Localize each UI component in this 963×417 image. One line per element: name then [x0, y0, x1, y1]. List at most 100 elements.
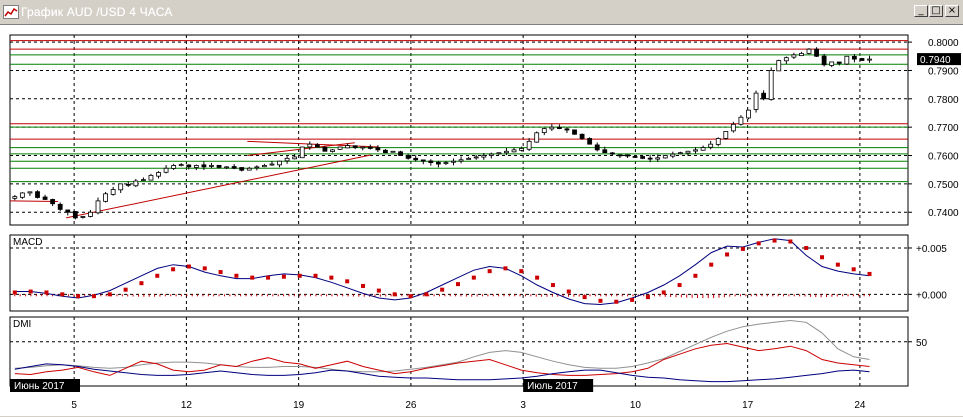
- candle: [564, 128, 570, 131]
- dmi-title: DMI: [13, 319, 31, 330]
- candle: [398, 151, 403, 156]
- macd-tick-label: +0.005: [916, 244, 947, 255]
- macd-signal-point: [772, 238, 777, 243]
- macd-signal-point: [202, 266, 207, 271]
- title-bar[interactable]: График AUD /USD 4 ЧАСА _ □ ×: [0, 0, 963, 26]
- macd-signal-point: [155, 273, 160, 278]
- close-button[interactable]: ×: [945, 5, 959, 17]
- minimize-button[interactable]: _: [914, 5, 928, 17]
- macd-signal-point: [123, 287, 128, 292]
- candle: [708, 143, 714, 148]
- candle: [693, 149, 698, 152]
- window-title: График AUD /USD 4 ЧАСА: [21, 5, 173, 19]
- candle: [156, 172, 161, 177]
- macd-signal-point: [361, 283, 366, 288]
- maximize-button[interactable]: □: [929, 5, 943, 17]
- candle: [383, 149, 388, 154]
- macd-signal-point: [60, 292, 65, 297]
- candle: [791, 54, 797, 58]
- candle: [103, 193, 108, 202]
- x-tick-label: 17: [742, 400, 754, 411]
- macd-signal-point: [535, 275, 540, 280]
- candle: [375, 147, 381, 151]
- candle: [761, 92, 767, 100]
- price-tick-label: 0.7600: [928, 152, 959, 163]
- candle: [557, 126, 562, 129]
- trend-line: [247, 140, 379, 148]
- candle: [314, 144, 320, 148]
- macd-signal-point: [376, 288, 381, 293]
- candle: [443, 162, 449, 165]
- candle: [723, 131, 729, 139]
- macd-signal-point: [519, 269, 524, 274]
- trend-line: [9, 200, 59, 202]
- candle: [72, 211, 78, 219]
- candle: [678, 152, 683, 155]
- candle: [799, 53, 804, 57]
- candle: [700, 147, 706, 151]
- candle: [753, 92, 759, 110]
- macd-signal-point: [598, 298, 603, 303]
- macd-signal-point: [835, 262, 840, 267]
- candle: [65, 209, 71, 213]
- chart-area: MACD DMI 5 12 19 26 3 10 17 24 0.8000 0.7900 0.780…: [0, 24, 963, 416]
- candle: [246, 167, 252, 171]
- macd-signal-point: [234, 273, 239, 278]
- macd-line: [14, 238, 870, 306]
- macd-signal-point: [107, 292, 112, 297]
- macd-signal-point: [424, 292, 429, 297]
- candle: [844, 55, 850, 65]
- candle: [35, 191, 40, 198]
- macd-signal-point: [725, 252, 730, 257]
- macd-signal-point: [503, 266, 508, 271]
- macd-tick-label: +0.000: [916, 290, 947, 301]
- macd-signal-point: [392, 292, 397, 297]
- macd-signal-point: [440, 287, 445, 292]
- candle: [466, 157, 472, 160]
- price-panel-frame: [9, 34, 909, 226]
- candle: [655, 157, 661, 160]
- candle: [299, 146, 305, 159]
- macd-signal-point: [487, 269, 492, 274]
- candle: [224, 166, 229, 169]
- candle: [193, 165, 199, 168]
- candle: [367, 146, 373, 149]
- macd-signal-point: [661, 290, 666, 295]
- macd-signal-point: [582, 295, 587, 300]
- candle: [587, 138, 593, 145]
- macd-signal-point: [28, 289, 33, 294]
- candle: [534, 132, 540, 143]
- macd-signal-point: [186, 264, 191, 269]
- macd-signal-point: [788, 239, 793, 244]
- price-tick-label: 0.7500: [928, 180, 959, 191]
- macd-signal-point: [709, 262, 714, 267]
- candle: [254, 166, 260, 169]
- candle: [163, 167, 169, 173]
- candle: [632, 156, 638, 158]
- gridlines: [9, 34, 909, 387]
- macd-signal-point: [171, 267, 176, 272]
- candle: [451, 160, 456, 163]
- candle: [307, 143, 313, 148]
- macd-signal-point: [408, 294, 413, 299]
- candle: [859, 58, 865, 61]
- candle: [133, 180, 139, 187]
- candle: [730, 123, 736, 132]
- candle: [428, 160, 434, 164]
- candle: [57, 203, 63, 210]
- candle: [413, 157, 419, 161]
- candle: [625, 154, 630, 157]
- candle: [292, 156, 298, 160]
- macd-signal-point: [756, 241, 761, 246]
- candle: [352, 145, 358, 148]
- candle: [50, 199, 56, 205]
- candle: [118, 183, 124, 191]
- candle: [746, 109, 751, 119]
- candle: [519, 148, 524, 151]
- macd-panel: MACD: [12, 237, 872, 306]
- candle: [851, 55, 857, 60]
- price-tick-label: 0.7800: [928, 95, 959, 106]
- macd-signal-point: [566, 289, 571, 294]
- macd-title: MACD: [13, 237, 42, 248]
- x-tick-label: 26: [405, 400, 417, 411]
